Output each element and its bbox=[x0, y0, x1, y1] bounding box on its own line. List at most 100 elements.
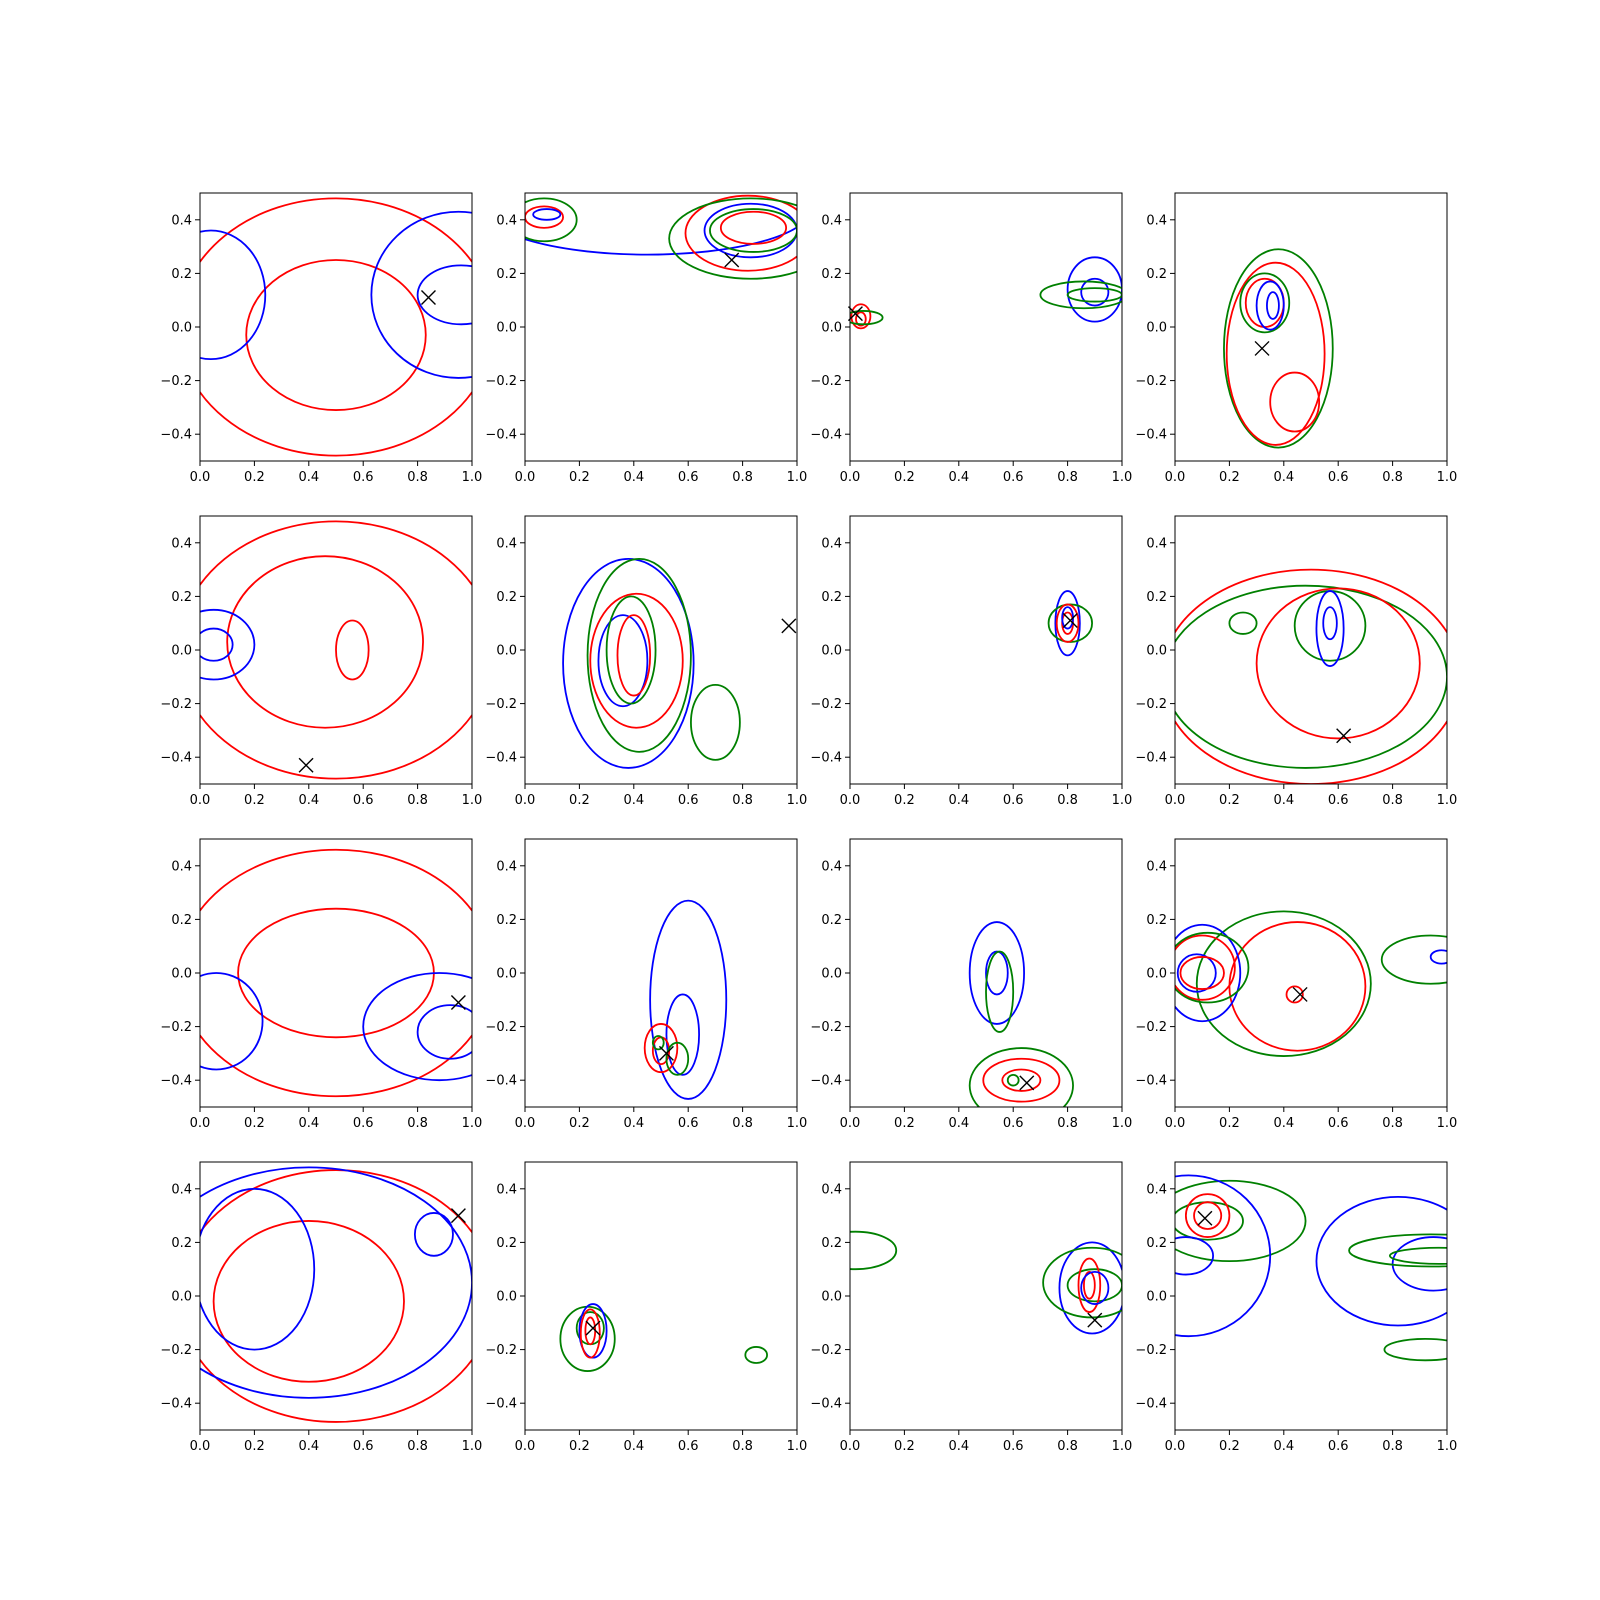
x-tick-label: 0.4 bbox=[623, 793, 644, 808]
x-tick-label: 0.8 bbox=[1057, 470, 1078, 485]
green-contour-line bbox=[1388, 1246, 1447, 1265]
subplot-2-3: 0.0 0.2 0.4 0.6 0.8 1.0 −0.4 −0.2 0.0 0.2 0.4 bbox=[810, 515, 1132, 808]
blue-contour-line bbox=[362, 972, 472, 1082]
axes-frame bbox=[199, 1161, 473, 1431]
x-tick-label: 0.2 bbox=[894, 1439, 915, 1454]
y-tick-label: −0.2 bbox=[1135, 697, 1167, 712]
green-contour-line bbox=[651, 1035, 665, 1051]
axes-frame bbox=[524, 192, 798, 462]
x-tick-label: 0.2 bbox=[569, 470, 590, 485]
y-tick-label: −0.4 bbox=[1135, 751, 1167, 766]
blue-contour-line bbox=[1054, 590, 1081, 657]
x-tick-label: 0.6 bbox=[1003, 470, 1024, 485]
y-tick-label: 0.0 bbox=[171, 967, 192, 982]
y-tick-label: −0.4 bbox=[810, 428, 842, 443]
green-contour-line bbox=[668, 197, 797, 280]
blue-contour-line bbox=[665, 993, 700, 1076]
y-tick-label: 0.2 bbox=[496, 913, 517, 928]
y-tick-label: −0.4 bbox=[1135, 428, 1167, 443]
x-tick-label: 1.0 bbox=[462, 1116, 483, 1131]
y-tick-label: 0.2 bbox=[1146, 1236, 1167, 1251]
y-tick-label: 0.2 bbox=[496, 1236, 517, 1251]
red-contour-line bbox=[200, 848, 472, 1098]
x-tick-label: 0.2 bbox=[1219, 1116, 1240, 1131]
x-tick-label: 0.2 bbox=[1219, 793, 1240, 808]
blue-contour-line bbox=[200, 972, 264, 1071]
red-contour-line bbox=[855, 311, 867, 327]
x-tick-label: 0.6 bbox=[678, 470, 699, 485]
x-tick-label: 0.6 bbox=[1328, 793, 1349, 808]
x-tick-label: 0.2 bbox=[569, 1439, 590, 1454]
x-tick-label: 0.0 bbox=[840, 793, 861, 808]
y-tick-label: −0.2 bbox=[1135, 1343, 1167, 1358]
x-tick-label: 0.8 bbox=[407, 470, 428, 485]
red-contour-line bbox=[212, 1220, 405, 1383]
y-tick-label: 0.2 bbox=[496, 590, 517, 605]
y-tick-label: −0.2 bbox=[485, 1343, 517, 1358]
y-tick-label: 0.2 bbox=[821, 1236, 842, 1251]
x-tick-label: 0.2 bbox=[894, 793, 915, 808]
green-contour-line bbox=[1006, 1073, 1020, 1087]
y-tick-label: 0.4 bbox=[1146, 1182, 1167, 1197]
x-tick-label: 0.8 bbox=[1382, 470, 1403, 485]
plot-area bbox=[200, 197, 472, 457]
y-tick-label: −0.2 bbox=[160, 697, 192, 712]
x-tick-label: 0.2 bbox=[569, 1116, 590, 1131]
axes-frame bbox=[1174, 192, 1448, 462]
y-tick-label: 0.4 bbox=[821, 1182, 842, 1197]
red-contour-line bbox=[1083, 1270, 1096, 1300]
x-tick-label: 0.8 bbox=[1382, 1116, 1403, 1131]
subplot-4-1: 0.0 0.2 0.4 0.6 0.8 1.0 −0.4 −0.2 0.0 0.2 0.4 bbox=[160, 1161, 482, 1454]
red-contour-line bbox=[200, 520, 472, 780]
x-tick-label: 0.4 bbox=[298, 470, 319, 485]
green-contour-line bbox=[1042, 1246, 1122, 1319]
y-tick-label: 0.2 bbox=[821, 913, 842, 928]
subplot-1-4: 0.0 0.2 0.4 0.6 0.8 1.0 −0.4 −0.2 0.0 0.2 0.4 bbox=[1135, 192, 1457, 485]
y-tick-label: −0.2 bbox=[485, 1020, 517, 1035]
x-tick-label: 0.0 bbox=[840, 1116, 861, 1131]
red-contour-line bbox=[616, 614, 652, 697]
x-tick-label: 0.4 bbox=[298, 793, 319, 808]
green-contour-line bbox=[1066, 1268, 1122, 1303]
y-tick-label: −0.2 bbox=[160, 374, 192, 389]
plot-area bbox=[968, 921, 1074, 1107]
y-tick-label: 0.0 bbox=[171, 644, 192, 659]
x-tick-label: 0.6 bbox=[353, 1116, 374, 1131]
plot-area bbox=[559, 1303, 768, 1372]
x-tick-label: 0.4 bbox=[623, 1116, 644, 1131]
y-tick-label: 0.4 bbox=[496, 213, 517, 228]
red-contour-line bbox=[226, 555, 424, 729]
red-contour-line bbox=[982, 1057, 1061, 1103]
green-contour-line bbox=[1066, 287, 1122, 303]
plot-area bbox=[562, 557, 741, 769]
y-tick-label: 0.2 bbox=[1146, 590, 1167, 605]
subplot-2-2: 0.0 0.2 0.4 0.6 0.8 1.0 −0.4 −0.2 0.0 0.2 0.4 bbox=[485, 515, 807, 808]
x-tick-label: 0.0 bbox=[1165, 1116, 1186, 1131]
subplot-3-2: 0.0 0.2 0.4 0.6 0.8 1.0 −0.4 −0.2 0.0 0.2 0.4 bbox=[485, 838, 807, 1131]
x-tick-label: 0.4 bbox=[298, 1439, 319, 1454]
y-tick-label: −0.4 bbox=[1135, 1397, 1167, 1412]
y-tick-label: 0.0 bbox=[496, 321, 517, 336]
x-tick-label: 0.2 bbox=[244, 1439, 265, 1454]
y-tick-label: 0.0 bbox=[496, 967, 517, 982]
y-tick-label: −0.4 bbox=[485, 1397, 517, 1412]
x-tick-label: 0.6 bbox=[1003, 1116, 1024, 1131]
green-contour-line bbox=[850, 310, 884, 326]
blue-contour-line bbox=[1429, 949, 1447, 965]
y-tick-label: −0.4 bbox=[485, 1074, 517, 1089]
subplot-4-4: 0.0 0.2 0.4 0.6 0.8 1.0 −0.4 −0.2 0.0 0.2 0.4 bbox=[1135, 1161, 1457, 1454]
green-contour-line bbox=[709, 208, 797, 253]
y-tick-label: 0.4 bbox=[496, 1182, 517, 1197]
green-contour-line bbox=[1175, 931, 1250, 1004]
x-marker bbox=[1292, 986, 1308, 1002]
plot-area bbox=[200, 1166, 472, 1423]
blue-contour-line bbox=[1176, 953, 1217, 993]
y-tick-label: 0.2 bbox=[171, 267, 192, 282]
blue-contour-line bbox=[597, 614, 649, 708]
plot-area bbox=[850, 256, 1122, 330]
x-tick-label: 1.0 bbox=[462, 793, 483, 808]
red-contour-line bbox=[589, 592, 684, 729]
y-tick-label: 0.0 bbox=[821, 1290, 842, 1305]
x-tick-label: 0.4 bbox=[1273, 793, 1294, 808]
blue-contour-line bbox=[370, 210, 472, 379]
